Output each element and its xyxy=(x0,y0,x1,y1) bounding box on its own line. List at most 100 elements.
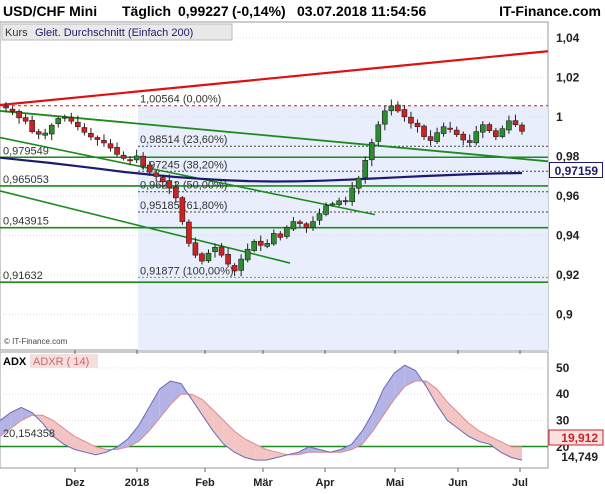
adx-fill-segment xyxy=(372,388,384,432)
ma-last-badge-inner xyxy=(550,163,602,177)
adx-fill-segment xyxy=(191,394,203,416)
candle-body xyxy=(238,258,244,271)
trend-lines xyxy=(0,50,549,264)
candle-body xyxy=(473,131,480,144)
candle-body xyxy=(270,233,277,245)
candle-body xyxy=(388,105,395,112)
candle-body xyxy=(316,213,323,221)
candle-body xyxy=(88,132,94,138)
x-tick-label: Dez xyxy=(65,477,85,489)
horizontal-level-label: 0,91632 xyxy=(3,270,43,282)
candle-body xyxy=(382,110,388,125)
adx-fill-segment xyxy=(63,428,75,450)
y-tick-label: 0,9 xyxy=(556,307,573,321)
header-brand: IT-Finance.com xyxy=(499,3,601,19)
candle-body xyxy=(499,128,506,137)
adx-y-tick-label: 50 xyxy=(556,361,570,375)
legend-kurs: Kurs xyxy=(5,27,28,39)
green-channel-bottom xyxy=(0,190,291,264)
candle-body xyxy=(48,124,55,135)
candle-body xyxy=(290,221,297,230)
candle-body xyxy=(375,124,382,142)
adx-fill-segment xyxy=(223,420,235,453)
fib-level-label: 0,97245 (38,20%) xyxy=(140,159,227,171)
adxr-line xyxy=(0,380,522,456)
candle-body xyxy=(9,108,16,112)
candle-body xyxy=(114,146,120,155)
candle-body xyxy=(205,252,212,262)
adx-fill-segment xyxy=(340,444,352,453)
horizontal-levels: 0,979549 0,965053 0,943915 0,91632 xyxy=(0,145,548,283)
candle-body xyxy=(395,104,401,112)
x-tick-label: Apr xyxy=(316,477,336,489)
x-tick-label: Mär xyxy=(253,477,273,489)
candle-body xyxy=(179,197,186,222)
fib-level-label: 0,98514 (23,60%) xyxy=(140,134,227,146)
candle-body xyxy=(284,227,290,237)
candle-body xyxy=(127,159,133,162)
candle-body xyxy=(486,124,493,131)
adx-fill-segment xyxy=(447,402,459,429)
adx-fill-segment xyxy=(234,431,246,458)
candle-body xyxy=(94,137,101,140)
adxr-last-label: 19,912 xyxy=(561,431,598,445)
candle-body xyxy=(519,124,525,132)
candle-body xyxy=(212,246,218,253)
adx-line xyxy=(0,364,523,461)
main-grid xyxy=(0,37,548,315)
adx-fill-segment xyxy=(10,407,22,429)
candle-body xyxy=(427,136,434,141)
candle-body xyxy=(22,117,29,122)
adx-last-label: 14,749 xyxy=(561,450,598,464)
candle-body xyxy=(349,187,355,202)
x-tick-label: Jul xyxy=(512,477,528,489)
candle-body xyxy=(434,132,440,142)
candle-body xyxy=(329,203,336,206)
candle-body xyxy=(133,155,140,161)
adx-lines xyxy=(0,364,523,461)
candle-body xyxy=(421,125,427,137)
horizontal-level-label: 0,965053 xyxy=(3,174,49,186)
header-symbol: USD/CHF Mini xyxy=(3,3,97,19)
candle-body xyxy=(323,205,329,215)
candle-body xyxy=(414,122,421,128)
adxr-label: ADXR ( 14) xyxy=(33,356,89,368)
x-tick-label: Mai xyxy=(386,477,404,489)
candle-body xyxy=(310,221,316,228)
adx-fill-segment xyxy=(276,452,288,458)
candle-body xyxy=(453,129,460,135)
adx-fill-segment xyxy=(159,381,171,418)
candle-body xyxy=(159,177,166,182)
header-interval: Täglich xyxy=(122,3,171,19)
y-axis: 1,04 1,02 1 0,98 0,96 0,94 0,92 0,9 xyxy=(556,31,580,322)
x-axis: Dez 2018 Feb Mär Apr Mai Jun Jul xyxy=(65,350,528,489)
candle-body xyxy=(362,160,369,178)
adx-fill-segment xyxy=(404,365,416,387)
candle-body xyxy=(140,155,146,167)
candle-body xyxy=(244,248,251,261)
candle-body xyxy=(101,140,107,144)
candle-body xyxy=(401,109,408,118)
header-datetime: 03.07.2018 11:54:56 xyxy=(297,3,426,19)
x-tick-label: Feb xyxy=(195,477,215,489)
red-trend-line xyxy=(0,50,549,107)
candle-body xyxy=(447,127,453,130)
candle-body xyxy=(35,131,42,135)
adxr-last-badge xyxy=(548,429,604,446)
candle-body xyxy=(199,253,205,262)
x-tick-label: 2018 xyxy=(125,477,149,489)
candle-body xyxy=(257,240,264,246)
candle-body xyxy=(166,180,173,189)
adx-fill-segment xyxy=(308,446,320,453)
adx-fill-segment xyxy=(245,439,256,461)
fib-level-label: 0,96212 (50,00%) xyxy=(140,180,227,192)
candle-body xyxy=(75,121,81,128)
y-tick-label: 0,96 xyxy=(556,189,580,203)
adx-fill-segment xyxy=(362,412,373,445)
candle-body xyxy=(336,200,342,206)
adx-fill-segment xyxy=(479,431,491,445)
candle-body xyxy=(264,243,271,247)
adx-fill-segment xyxy=(21,407,32,421)
candle-body xyxy=(218,246,225,256)
